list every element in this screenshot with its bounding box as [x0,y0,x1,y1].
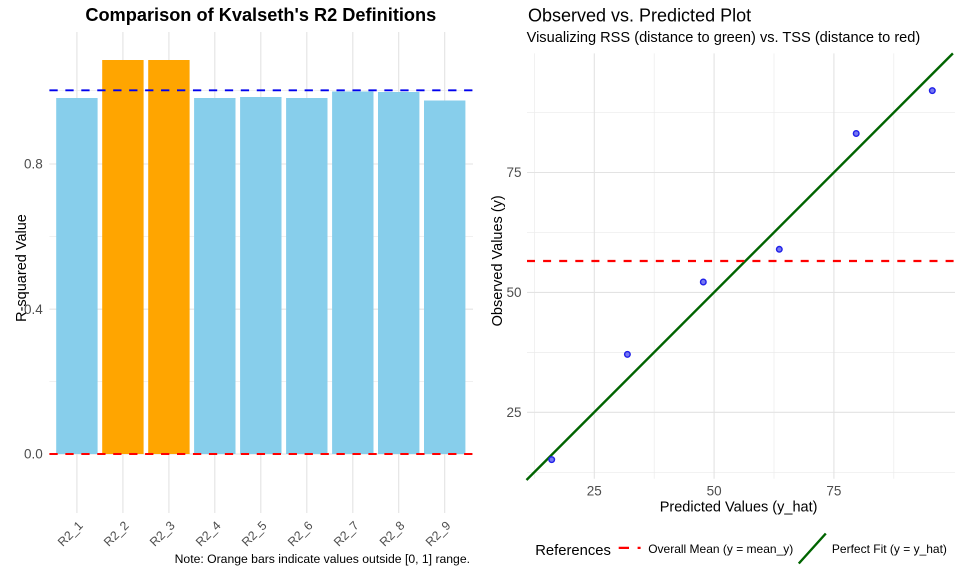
svg-text:R2_7: R2_7 [331,518,362,549]
svg-text:References: References [535,543,611,559]
svg-text:50: 50 [506,285,521,300]
svg-text:R2_3: R2_3 [147,518,178,549]
svg-text:Perfect Fit (y = y_hat): Perfect Fit (y = y_hat) [832,542,947,556]
svg-text:Overall Mean (y = mean_y): Overall Mean (y = mean_y) [648,542,793,556]
svg-text:75: 75 [826,484,841,499]
svg-text:Observed Values (y): Observed Values (y) [490,195,506,326]
svg-text:Comparison of Kvalseth's R2 De: Comparison of Kvalseth's R2 Definitions [85,5,436,25]
svg-text:25: 25 [587,484,602,499]
svg-text:Observed vs. Predicted Plot: Observed vs. Predicted Plot [528,6,751,26]
svg-text:R2_2: R2_2 [101,518,132,549]
svg-text:Predicted Values (y_hat): Predicted Values (y_hat) [660,500,818,516]
svg-text:75: 75 [506,165,521,180]
svg-text:Note: Orange bars indicate val: Note: Orange bars indicate values outsid… [175,552,470,566]
svg-text:25: 25 [506,405,521,420]
svg-text:R2_6: R2_6 [285,518,316,549]
svg-text:R2_5: R2_5 [239,518,270,549]
svg-text:Visualizing RSS (distance to g: Visualizing RSS (distance to green) vs. … [527,30,921,46]
svg-text:R2_4: R2_4 [193,518,224,549]
svg-text:R2_1: R2_1 [55,518,86,549]
svg-text:R2_8: R2_8 [377,518,408,549]
svg-text:0.0: 0.0 [24,447,43,462]
svg-text:0.8: 0.8 [24,157,43,172]
svg-text:50: 50 [707,484,722,499]
svg-text:R2_9: R2_9 [423,518,454,549]
svg-text:0.4: 0.4 [24,302,43,317]
svg-text:R-squared Value: R-squared Value [14,214,30,322]
